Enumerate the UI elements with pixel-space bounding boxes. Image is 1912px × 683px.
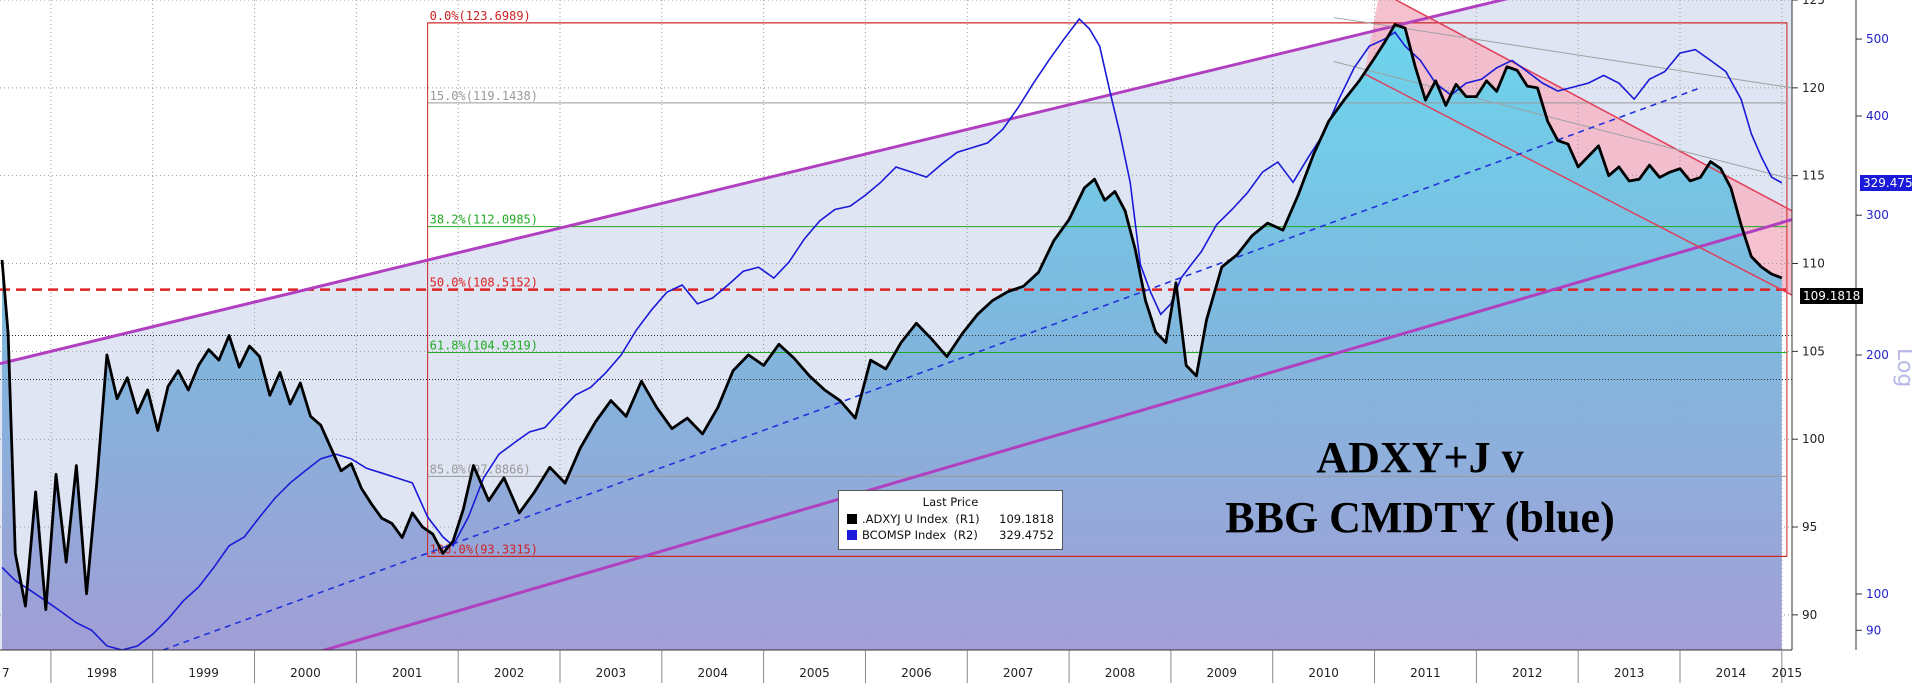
fan-line bbox=[1333, 17, 1792, 89]
x-axis-year-label: 2014 bbox=[1716, 666, 1747, 680]
legend-item-value: 329.4752 bbox=[999, 528, 1054, 542]
axis-R1-tick-label: 105 bbox=[1802, 344, 1825, 358]
legend-title: Last Price bbox=[922, 495, 979, 509]
legend-item-bcomsp: BCOMSP Index (R2) 329.4752 bbox=[847, 527, 1054, 543]
fib-level-label: 50.0%(108.5152) bbox=[430, 276, 538, 290]
axis-R2-tick-label: 100 bbox=[1866, 587, 1889, 601]
axis-R1-tick-label: 115 bbox=[1802, 169, 1825, 183]
fib-level-label: 38.2%(112.0985) bbox=[430, 213, 538, 227]
channel-upper-line bbox=[0, 0, 1509, 366]
x-axis-year-label: 2008 bbox=[1105, 666, 1136, 680]
axis-R1-tick-label: 120 bbox=[1802, 81, 1825, 95]
x-axis-year-label: 2011 bbox=[1410, 666, 1441, 680]
x-axis-year-label: 1999 bbox=[188, 666, 219, 680]
adxyj-area-fill bbox=[2, 24, 1782, 650]
x-axis-year-label: 2000 bbox=[290, 666, 321, 680]
legend-swatch-black bbox=[847, 514, 857, 524]
chart-title-line-2: BBG CMDTY (blue) bbox=[1225, 493, 1615, 542]
x-axis-year-label: 2004 bbox=[697, 666, 728, 680]
x-axis-year-label: 2006 bbox=[901, 666, 932, 680]
axis-R1-tick-label: 110 bbox=[1802, 257, 1825, 271]
falling-channel-lower-line bbox=[1364, 73, 1792, 296]
x-axis-year-label: 1998 bbox=[87, 666, 118, 680]
fib-level-label: 85.0%(97.8866) bbox=[430, 462, 531, 476]
axis-R2-scale-label: Log bbox=[1892, 348, 1912, 387]
axis-R2-tick-label: 400 bbox=[1866, 109, 1889, 123]
channel-lower-line bbox=[319, 218, 1792, 650]
x-axis-year-label: 2002 bbox=[494, 666, 525, 680]
x-axis-year-label: 2001 bbox=[392, 666, 423, 680]
x-axis-year-label: 2012 bbox=[1512, 666, 1543, 680]
fib-level-label: 61.8%(104.9319) bbox=[430, 339, 538, 353]
x-axis-year-label: 2005 bbox=[799, 666, 830, 680]
x-axis-year-label-partial: 7 bbox=[2, 666, 10, 680]
axis-R2-tick-label: 300 bbox=[1866, 208, 1889, 222]
x-axis-year-label: 2007 bbox=[1003, 666, 1034, 680]
fib-level-label: 0.0%(123.6989) bbox=[430, 9, 531, 23]
x-axis-year-label: 2015 bbox=[1772, 666, 1803, 680]
axis-R2-tick-label: 90 bbox=[1866, 623, 1881, 637]
axis-R2-tick-label: 500 bbox=[1866, 32, 1889, 46]
legend-item-value: 109.1818 bbox=[999, 512, 1054, 526]
fib-level-label: 15.0%(119.1438) bbox=[430, 89, 538, 103]
axis-R1-tick-label: 90 bbox=[1802, 608, 1817, 622]
axis-R1-tick-label: 100 bbox=[1802, 432, 1825, 446]
legend: Last Price .ADXYJ U Index (R1) 109.1818 … bbox=[838, 490, 1063, 550]
right-axis-panel bbox=[1792, 0, 1912, 683]
legend-item-name: .ADXYJ U Index (R1) bbox=[862, 512, 980, 526]
axis-R1-tick-label: 95 bbox=[1802, 520, 1817, 534]
bcomsp-series-line bbox=[1, 17, 1783, 650]
last-value-tag-bcomsp: 329.4752 bbox=[1860, 175, 1912, 191]
legend-item-name: BCOMSP Index (R2) bbox=[862, 528, 978, 542]
x-axis-year-label: 2010 bbox=[1308, 666, 1339, 680]
last-value-tag-adxyj: 109.1818 bbox=[1800, 288, 1864, 304]
chart-title-line-1: ADXY+J v bbox=[1316, 433, 1524, 482]
adxyj-series-line bbox=[0, 23, 1783, 611]
axis-R2-tick-label: 200 bbox=[1866, 348, 1889, 362]
x-axis-year-label: 2009 bbox=[1207, 666, 1238, 680]
x-axis-year-label: 2013 bbox=[1614, 666, 1645, 680]
legend-swatch-blue bbox=[847, 530, 857, 540]
fan-line bbox=[1333, 61, 1792, 180]
axis-R1-tick-label: 125 bbox=[1802, 0, 1825, 7]
chart-title: ADXY+J v BBG CMDTY (blue) bbox=[1185, 428, 1655, 548]
channel-midline-dashed bbox=[162, 87, 1701, 650]
x-axis-year-label: 2003 bbox=[596, 666, 627, 680]
fib-level-label: 100.0%(93.3315) bbox=[430, 542, 538, 556]
legend-item-adxyj: .ADXYJ U Index (R1) 109.1818 bbox=[847, 511, 1054, 527]
